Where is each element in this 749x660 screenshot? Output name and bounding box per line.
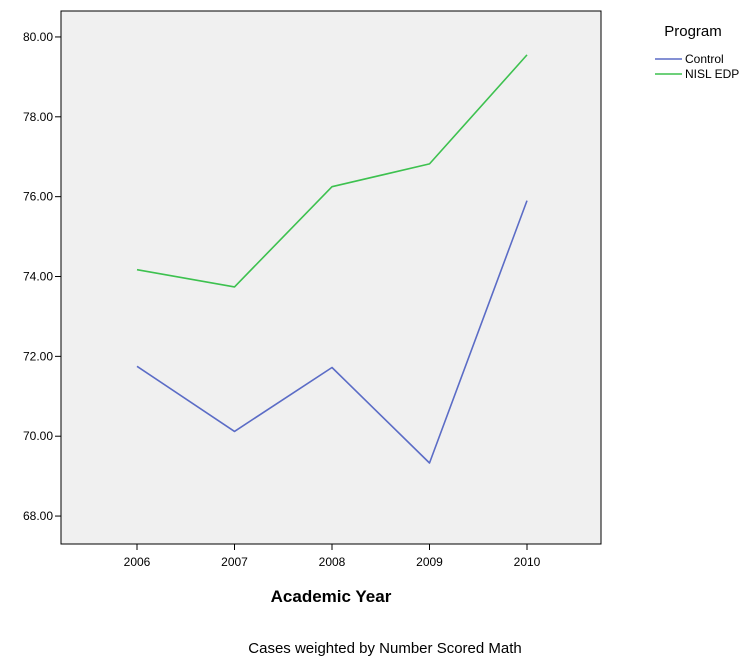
y-tick-label: 70.00 [23,429,53,443]
x-axis: 2006 2007 2008 2009 2010 [124,544,541,569]
legend-title: Program [664,23,722,40]
plot-area [60,10,602,545]
y-tick-label: 80.00 [23,30,53,44]
x-axis-title: Academic Year [271,587,392,606]
legend-label: NISL EDP [685,67,739,81]
y-axis: 68.00 70.00 72.00 74.00 76.00 78.00 80.00 [23,30,61,523]
x-tick-label: 2007 [221,555,248,569]
y-tick-label: 78.00 [23,110,53,124]
y-tick-label: 76.00 [23,190,53,204]
series-line-control [136,200,528,464]
x-tick-label: 2006 [124,555,151,569]
y-tick-label: 72.00 [23,349,53,363]
y-tick-label: 68.00 [23,509,53,523]
y-tick-label: 74.00 [23,270,53,284]
chart-footnote: Cases weighted by Number Scored Math [248,640,521,657]
legend-label: Control [685,52,724,66]
series-layer [136,54,528,464]
x-tick-label: 2010 [514,555,541,569]
x-tick-label: 2008 [319,555,346,569]
series-line-nisl-edp [136,54,528,288]
x-tick-label: 2009 [416,555,443,569]
